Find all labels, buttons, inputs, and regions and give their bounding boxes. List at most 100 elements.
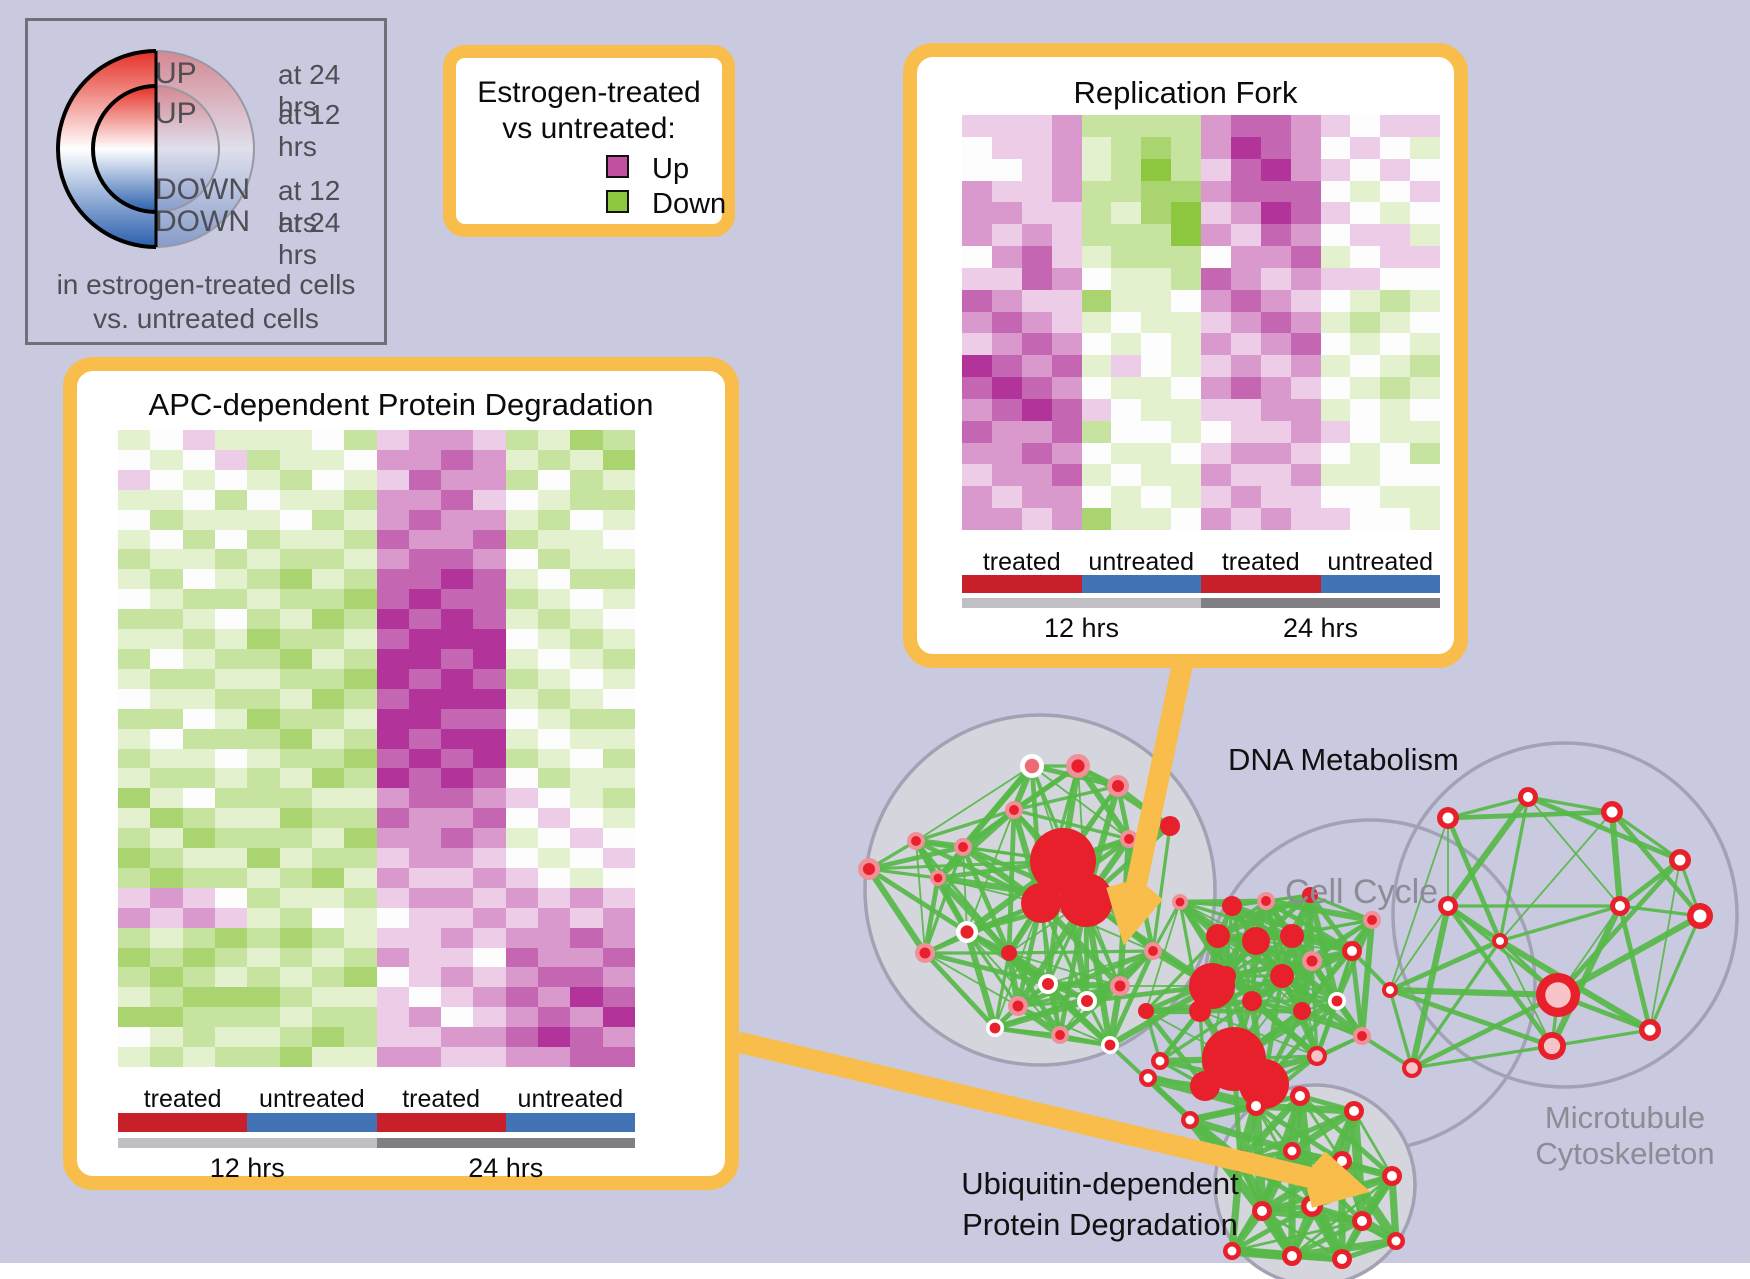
heatmap-cell: [376, 469, 409, 490]
heatmap-cell: [279, 489, 312, 510]
heatmap-cell: [279, 808, 312, 829]
heatmap-cell: [214, 828, 248, 849]
heatmap-cell: [1141, 311, 1172, 334]
network-edge: [868, 867, 939, 880]
cluster-circle-microtubule-cytoskeleton: [1391, 741, 1739, 1089]
time-label-12-hrs: 12 hrs: [209, 1153, 285, 1183]
heatmap-cell: [279, 648, 312, 669]
heatmap-cell: [570, 927, 603, 948]
heatmap-cell: [991, 464, 1022, 487]
network-edge: [1290, 1107, 1356, 1155]
heatmap-cell: [991, 333, 1022, 356]
heatmap-cell: [214, 987, 248, 1008]
network-edge: [1447, 809, 1613, 821]
heatmap-cell: [376, 449, 409, 470]
heatmap-cell: [1260, 202, 1291, 225]
heatmap-cell: [602, 708, 635, 729]
heatmap-cell: [1290, 355, 1321, 378]
heatmap-cell: [1260, 486, 1291, 509]
heatmap-cell: [279, 668, 312, 689]
heatmap-cell: [1410, 246, 1440, 268]
heatmap-cell: [602, 1007, 635, 1028]
heatmap-cell: [279, 449, 312, 470]
heatmap-cell: [602, 1027, 635, 1048]
heatmap-cell: [1350, 377, 1381, 399]
label-microtubule-line1: Microtubule: [1544, 1100, 1706, 1135]
heatmap-cell: [1021, 398, 1052, 421]
heatmap-cell: [1380, 508, 1411, 530]
heatmap-cell: [570, 907, 603, 928]
heatmap-cell: [150, 848, 183, 868]
heatmap-cell: [182, 449, 215, 470]
heatmap-cell: [214, 668, 248, 689]
heatmap-cell: [408, 489, 442, 510]
heatmap-cell: [1051, 420, 1082, 443]
estrogen-legend-title-line2: vs untreated:: [502, 112, 676, 145]
heatmap-cell: [991, 311, 1022, 334]
heatmap-cell: [1051, 267, 1082, 290]
heatmap-cell: [441, 469, 474, 490]
heatmap-cell: [1111, 464, 1142, 487]
group-label-untreated-3: untreated: [1327, 548, 1434, 576]
heatmap-cell: [311, 469, 345, 490]
network-node-halo: [1261, 896, 1271, 906]
heatmap-cell: [376, 907, 409, 928]
network-edge: [1217, 935, 1303, 1012]
heatmap-cell: [473, 828, 506, 849]
network-edge: [1216, 892, 1312, 939]
heatmap-cell: [182, 828, 215, 849]
heatmap-cell: [1260, 333, 1291, 356]
network-node-ring_white: [1081, 995, 1093, 1007]
network-node-solid: [1206, 924, 1230, 948]
heatmap-cell: [505, 430, 539, 450]
network-edge: [1017, 948, 1154, 1009]
heatmap-cell: [214, 1027, 248, 1048]
heatmap-cell: [150, 430, 183, 450]
heatmap-cell: [279, 748, 312, 769]
heatmap-cell: [473, 987, 506, 1008]
heatmap-cell: [344, 748, 377, 769]
heatmap-cell: [344, 688, 377, 709]
heatmap-cell: [408, 887, 442, 908]
network-edge: [915, 765, 1033, 842]
heatmap-cell: [214, 430, 248, 450]
heatmap-cell: [214, 549, 248, 570]
heatmap-cell: [505, 589, 539, 610]
time-bar-segment-24-hrs: [1201, 598, 1440, 608]
heatmap-cell: [150, 449, 183, 470]
heatmap-cell: [441, 629, 474, 649]
network-node-halo: [1175, 897, 1185, 907]
heatmap-cell: [1380, 420, 1411, 443]
up-down-rings-icon: [56, 49, 255, 249]
network-node-solid: [1239, 1059, 1289, 1109]
heatmap-cell: [1171, 180, 1201, 203]
heatmap-cell: [1141, 508, 1172, 530]
network-edge: [1527, 796, 1621, 907]
network-node-open_pink: [1545, 982, 1571, 1008]
heatmap-cell: [279, 768, 312, 789]
heatmap-cell: [344, 648, 377, 669]
heatmap-cell: [1111, 136, 1142, 159]
heatmap-cell: [247, 489, 280, 510]
heatmap-cell: [344, 867, 377, 888]
network-edge: [866, 867, 928, 955]
heatmap-cell: [538, 828, 571, 849]
heatmap-cell: [441, 609, 474, 630]
heatmap-cell: [538, 589, 571, 610]
heatmap-cell: [311, 449, 345, 470]
network-node-halo: [919, 947, 931, 959]
heatmap-cell: [182, 748, 215, 769]
heatmap-cell: [1410, 398, 1440, 421]
network-node-solid: [1001, 945, 1017, 961]
heatmap-cell: [1260, 420, 1291, 443]
heatmap-cell: [1350, 355, 1381, 378]
heatmap-cell: [279, 430, 312, 450]
heatmap-cell: [150, 549, 183, 570]
heatmap-cell: [247, 828, 280, 849]
heatmap-cell: [150, 629, 183, 649]
heatmap-cell: [1051, 202, 1082, 225]
heatmap-cell: [570, 987, 603, 1008]
heatmap-cell: [279, 589, 312, 610]
heatmap-cell: [441, 688, 474, 709]
network-edge: [1179, 898, 1267, 905]
